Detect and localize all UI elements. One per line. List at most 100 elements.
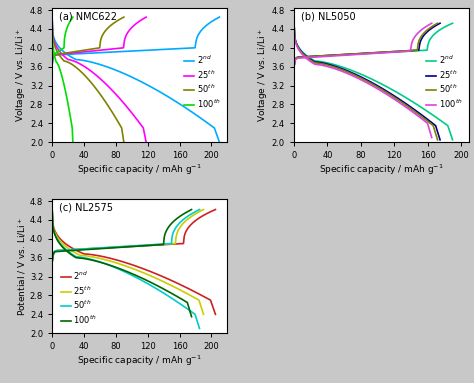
50$^{th}$ <box>197 326 202 331</box>
2$^{nd}$ <box>333 63 339 67</box>
100$^{th}$ <box>300 52 305 57</box>
25$^{th}$ <box>188 293 193 298</box>
2$^{nd}$ <box>436 117 442 122</box>
25$^{th}$ <box>300 51 306 56</box>
100$^{th}$ <box>51 47 56 52</box>
50$^{th}$ <box>49 17 55 22</box>
50$^{th}$ <box>55 238 61 243</box>
25$^{th}$ <box>291 21 297 26</box>
100$^{th}$ <box>50 44 56 48</box>
100$^{th}$ <box>189 314 194 319</box>
50$^{th}$ <box>428 121 433 126</box>
50$^{th}$ <box>435 137 440 142</box>
2$^{nd}$ <box>301 51 306 56</box>
Line: 50$^{th}$: 50$^{th}$ <box>52 20 124 142</box>
50$^{th}$ <box>318 61 324 66</box>
100$^{th}$ <box>182 298 187 303</box>
Line: 100$^{th}$: 100$^{th}$ <box>294 23 432 137</box>
2$^{nd}$ <box>56 235 62 239</box>
25$^{th}$ <box>330 63 336 68</box>
Line: 50$^{th}$: 50$^{th}$ <box>294 23 438 140</box>
25$^{th}$ <box>53 43 59 48</box>
50$^{th}$ <box>89 257 94 262</box>
50$^{th}$ <box>63 59 68 64</box>
100$^{th}$ <box>49 207 55 212</box>
Line: 100$^{th}$: 100$^{th}$ <box>52 20 73 142</box>
2$^{nd}$ <box>59 48 65 53</box>
25$^{th}$ <box>67 57 73 62</box>
Line: 100$^{th}$: 100$^{th}$ <box>52 210 191 317</box>
25$^{th}$ <box>193 296 199 301</box>
100$^{th}$ <box>53 59 59 64</box>
25$^{th}$ <box>437 137 443 142</box>
2$^{nd}$ <box>442 121 447 126</box>
2$^{nd}$ <box>291 21 297 26</box>
2$^{nd}$ <box>202 119 208 124</box>
50$^{th}$ <box>58 242 64 247</box>
50$^{th}$ <box>297 48 302 52</box>
25$^{th}$ <box>55 47 61 51</box>
50$^{th}$ <box>121 140 127 144</box>
2$^{nd}$ <box>94 61 100 66</box>
50$^{th}$ <box>49 207 55 212</box>
25$^{th}$ <box>430 121 436 126</box>
25$^{th}$ <box>77 253 83 258</box>
50$^{th}$ <box>189 310 195 314</box>
X-axis label: Specific capacity / mAh g$^{-1}$: Specific capacity / mAh g$^{-1}$ <box>319 163 444 177</box>
25$^{th}$ <box>49 17 55 22</box>
100$^{th}$ <box>58 242 64 247</box>
50$^{th}$ <box>115 119 120 123</box>
2$^{nd}$ <box>450 137 456 142</box>
25$^{th}$ <box>74 60 80 65</box>
25$^{th}$ <box>49 207 55 212</box>
Legend: 2$^{nd}$, 25$^{th}$, 50$^{th}$, 100$^{th}$: 2$^{nd}$, 25$^{th}$, 50$^{th}$, 100$^{th… <box>426 53 464 110</box>
50$^{th}$ <box>54 48 59 52</box>
2$^{nd}$ <box>80 251 85 255</box>
2$^{nd}$ <box>208 123 214 128</box>
2$^{nd}$ <box>298 47 303 52</box>
100$^{th}$ <box>317 62 322 67</box>
25$^{th}$ <box>319 61 324 65</box>
2$^{nd}$ <box>93 253 99 257</box>
50$^{th}$ <box>77 255 82 259</box>
25$^{th}$ <box>143 140 149 144</box>
100$^{th}$ <box>422 119 428 123</box>
50$^{th}$ <box>300 51 306 56</box>
25$^{th}$ <box>138 123 144 128</box>
2$^{nd}$ <box>49 17 55 22</box>
25$^{th}$ <box>135 119 141 123</box>
100$^{th}$ <box>297 49 302 53</box>
2$^{nd}$ <box>56 44 62 49</box>
25$^{th}$ <box>297 47 303 52</box>
X-axis label: Specific capacity / mAh g$^{-1}$: Specific capacity / mAh g$^{-1}$ <box>77 163 202 177</box>
Text: (b) NL5050: (b) NL5050 <box>301 12 356 22</box>
100$^{th}$ <box>69 123 75 128</box>
2$^{nd}$ <box>81 58 86 63</box>
Line: 2$^{nd}$: 2$^{nd}$ <box>52 210 216 314</box>
100$^{th}$ <box>75 255 81 260</box>
100$^{th}$ <box>328 65 334 70</box>
100$^{th}$ <box>417 115 423 120</box>
Legend: 2$^{nd}$, 25$^{th}$, 50$^{th}$, 100$^{th}$: 2$^{nd}$, 25$^{th}$, 50$^{th}$, 100$^{th… <box>60 269 98 326</box>
25$^{th}$ <box>58 240 64 245</box>
2$^{nd}$ <box>59 239 65 243</box>
Line: 25$^{th}$: 25$^{th}$ <box>294 23 440 140</box>
100$^{th}$ <box>55 238 61 243</box>
Y-axis label: Potential / V vs. Li/Li$^+$: Potential / V vs. Li/Li$^+$ <box>17 216 28 316</box>
Line: 2$^{nd}$: 2$^{nd}$ <box>52 20 219 142</box>
2$^{nd}$ <box>213 312 219 317</box>
100$^{th}$ <box>86 257 92 262</box>
100$^{th}$ <box>429 135 435 140</box>
2$^{nd}$ <box>49 207 55 212</box>
50$^{th}$ <box>329 64 335 69</box>
50$^{th}$ <box>68 62 74 66</box>
50$^{th}$ <box>422 117 428 122</box>
50$^{th}$ <box>118 123 123 128</box>
100$^{th}$ <box>55 62 61 66</box>
Line: 50$^{th}$: 50$^{th}$ <box>52 210 200 329</box>
Text: (c) NL2575: (c) NL2575 <box>59 203 113 213</box>
Line: 25$^{th}$: 25$^{th}$ <box>52 20 146 142</box>
100$^{th}$ <box>70 140 76 144</box>
Y-axis label: Voltage / V vs. Li/Li$^+$: Voltage / V vs. Li/Li$^+$ <box>15 28 28 122</box>
50$^{th}$ <box>291 21 297 26</box>
